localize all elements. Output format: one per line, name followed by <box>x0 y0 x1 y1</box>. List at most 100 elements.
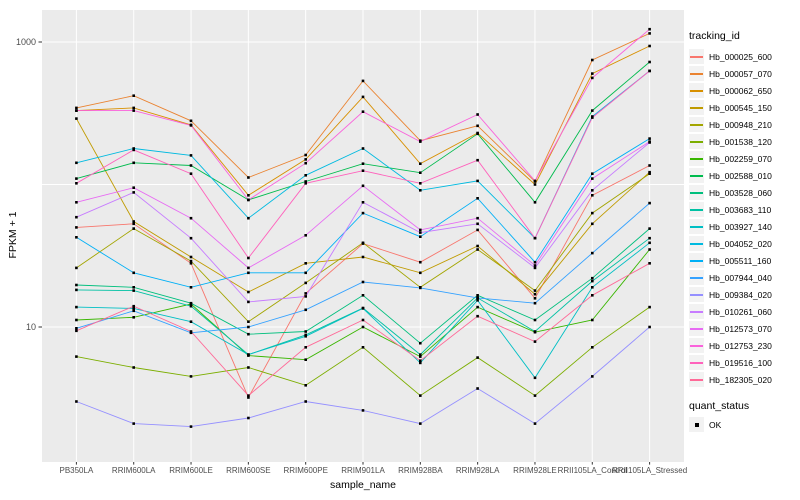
x-tick-label: RRIM928LA <box>456 466 500 475</box>
data-point <box>591 177 594 180</box>
data-point <box>591 76 594 80</box>
data-point <box>648 201 651 205</box>
data-point <box>648 69 651 73</box>
legend-item-label: Hb_000948_210 <box>709 119 772 130</box>
legend-line-swatch <box>690 327 703 330</box>
data-point <box>419 140 422 143</box>
legend-line-swatch <box>690 123 703 126</box>
y-tick-label: 1000 <box>16 37 36 47</box>
data-point <box>533 422 537 425</box>
legend-item-label: Hb_000062_650 <box>709 85 772 96</box>
data-point <box>591 294 594 297</box>
x-tick-label: RRIM600PE <box>283 466 327 475</box>
legend-item: Hb_009384_020 <box>689 286 799 303</box>
data-point <box>533 340 537 343</box>
data-point <box>419 359 422 362</box>
legend-key <box>689 100 704 115</box>
data-point <box>533 376 537 380</box>
data-point <box>591 251 594 255</box>
data-point <box>189 236 193 240</box>
data-point <box>476 244 479 248</box>
data-point <box>247 198 250 202</box>
data-point <box>361 201 365 204</box>
legend-key <box>689 49 704 64</box>
data-point <box>75 215 78 219</box>
data-point <box>533 260 537 264</box>
data-point <box>75 327 78 330</box>
data-point <box>419 228 422 232</box>
data-point <box>75 288 78 292</box>
data-point <box>189 154 193 157</box>
legend-item-label: Hb_012753_230 <box>709 340 772 351</box>
y-axis-title: FPKM + 1 <box>7 211 19 259</box>
data-point <box>247 176 250 179</box>
data-point <box>247 300 250 304</box>
data-point <box>247 320 250 323</box>
data-point <box>476 305 479 309</box>
data-point <box>419 260 422 264</box>
data-point <box>591 211 594 215</box>
data-point <box>648 32 651 35</box>
legend: tracking_id Hb_000025_600 Hb_000057_070 Hb… <box>689 30 799 433</box>
legend-item-label: Hb_012573_070 <box>709 323 772 334</box>
data-point <box>361 307 365 310</box>
data-point <box>189 320 193 323</box>
data-point <box>75 266 78 270</box>
data-point <box>648 241 651 245</box>
data-point <box>648 170 651 174</box>
data-point <box>75 177 78 180</box>
data-point <box>476 387 479 390</box>
legend-key <box>689 304 704 319</box>
legend-item-label: OK <box>709 419 722 430</box>
data-point <box>247 394 250 397</box>
data-point <box>476 314 479 318</box>
data-point <box>591 194 594 197</box>
data-point <box>361 169 365 172</box>
legend-key <box>689 185 704 200</box>
data-point <box>75 182 78 185</box>
legend-item: Hb_004052_020 <box>689 235 799 252</box>
data-point <box>304 174 307 177</box>
data-point <box>591 109 594 112</box>
data-point <box>247 266 250 270</box>
data-point <box>648 137 651 140</box>
data-point <box>476 296 479 300</box>
legend-item-label: Hb_182305_020 <box>709 374 772 385</box>
data-point <box>304 292 307 295</box>
data-point <box>648 60 651 64</box>
data-point <box>648 164 651 167</box>
data-point <box>361 325 365 329</box>
x-tick-label: RRII105LA_Stressed <box>612 466 687 475</box>
data-point <box>361 211 365 215</box>
data-point <box>189 425 193 428</box>
data-point <box>247 325 250 329</box>
legend-key <box>689 253 704 268</box>
data-point <box>648 227 651 230</box>
data-point <box>533 179 537 183</box>
data-point <box>189 164 193 167</box>
legend-line-swatch <box>690 378 703 381</box>
data-point <box>75 318 78 322</box>
legend-line-swatch <box>690 310 703 313</box>
data-point <box>132 289 135 292</box>
legend-item: Hb_005511_160 <box>689 252 799 269</box>
data-point <box>361 79 365 83</box>
data-point <box>476 197 479 200</box>
data-point <box>132 106 135 110</box>
legend-item: Hb_182305_020 <box>689 371 799 388</box>
data-point <box>132 271 135 275</box>
data-point <box>75 106 78 110</box>
legend-key <box>689 355 704 370</box>
data-point <box>132 316 135 319</box>
data-point <box>533 183 537 186</box>
data-point <box>533 266 537 270</box>
legend-item-label: Hb_009384_020 <box>709 289 772 300</box>
legend-item: Hb_000545_150 <box>689 99 799 116</box>
legend-key <box>689 417 704 432</box>
data-point <box>419 271 422 275</box>
legend-line-swatch <box>690 242 703 245</box>
data-point <box>361 318 365 322</box>
legend-item: Hb_019516_100 <box>689 354 799 371</box>
legend-item-label: Hb_002588_010 <box>709 170 772 181</box>
